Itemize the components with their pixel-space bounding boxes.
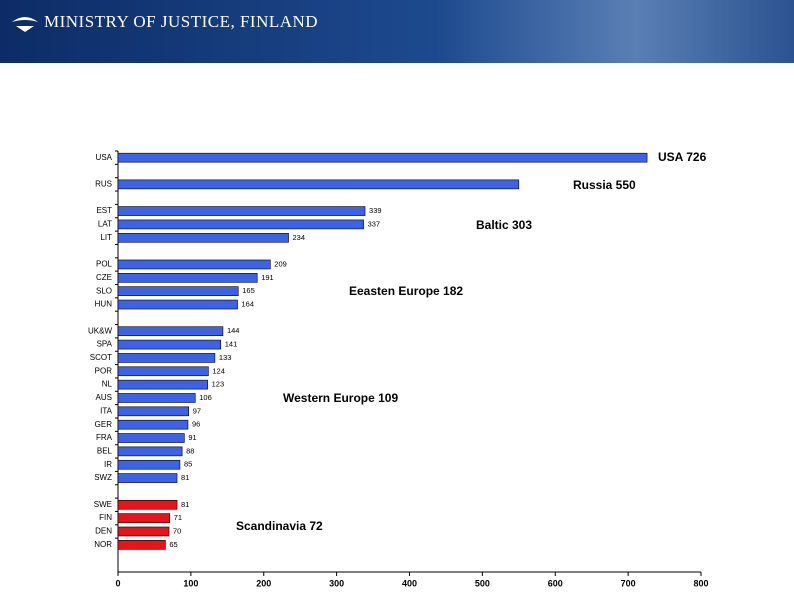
x-tick-label: 300 [329,578,344,588]
bar [117,179,520,190]
y-tick-label: ITA [100,406,113,415]
bar [117,366,209,377]
bar [117,540,166,550]
bar [117,433,185,443]
bar [117,446,183,457]
bar [117,459,181,470]
annotation: Russia 550 [573,178,636,192]
x-tick-label: 500 [475,578,490,588]
bar [117,152,648,163]
value-label: 106 [199,393,212,402]
y-tick-label: DEN [95,527,112,536]
value-label: 191 [261,273,274,282]
x-tick-label: 600 [548,578,563,588]
x-tick-label: 700 [621,578,636,588]
y-tick-label: IR [104,460,112,469]
logo [12,17,38,32]
bar [117,419,189,430]
annotation: Baltic 303 [476,218,532,232]
bar [117,339,222,350]
bar [117,526,170,537]
annotation: USA 726 [658,150,707,164]
header-title: MINISTRY OF JUSTICE, FINLAND [44,12,319,31]
y-tick-label: FRA [96,433,113,442]
y-tick-label: POR [95,366,113,375]
y-tick-label: SPA [97,340,113,349]
value-label: 81 [181,473,189,482]
bar [117,273,258,283]
bar [117,353,216,363]
value-label: 133 [219,353,232,362]
y-tick-label: CZE [96,273,112,282]
y-tick-label: RUS [95,179,112,188]
value-label: 124 [212,366,225,375]
y-tick-label: SWE [94,500,112,509]
value-label: 337 [368,219,381,228]
bar [117,513,171,523]
bar [117,393,196,403]
value-label: 209 [274,259,287,268]
value-label: 234 [293,233,306,242]
y-tick-label: HUN [95,300,113,309]
bar [117,379,208,390]
value-label: 96 [192,420,200,429]
value-label: 165 [242,286,255,295]
bar [117,206,366,216]
value-label: 123 [212,380,225,389]
y-tick-label: GER [95,420,113,429]
y-tick-label: SLO [96,286,112,295]
value-label: 71 [174,513,182,522]
y-tick-label: FIN [99,513,112,522]
bar [117,326,224,337]
bar [117,232,289,243]
bar [117,259,271,270]
x-tick-label: 400 [402,578,417,588]
value-label: 85 [184,460,192,469]
annotation: Scandinavia 72 [236,519,323,533]
value-label: 339 [369,206,382,215]
x-tick-label: 0 [115,578,120,588]
y-tick-label: POL [96,260,113,269]
bar [117,473,178,483]
bar [117,406,189,417]
y-tick-label: LIT [100,233,112,242]
bar [117,219,364,230]
value-label: 141 [225,340,238,349]
bar [117,286,239,296]
value-label: 81 [181,500,189,509]
value-label: 97 [193,406,201,415]
annotation: Western Europe 109 [283,391,398,405]
y-tick-label: LAT [98,220,112,229]
y-tick-label: EST [96,206,112,215]
annotation: Eeasten Europe 182 [349,284,463,298]
value-label: 88 [186,446,194,455]
bar [117,299,238,310]
bar [117,499,178,510]
value-label: 91 [188,433,196,442]
value-label: 164 [242,300,255,309]
y-tick-label: SCOT [90,353,112,362]
y-tick-label: NL [102,380,113,389]
y-tick-label: UK&W [88,326,112,335]
y-tick-label: NOR [94,540,112,549]
x-tick-label: 200 [256,578,271,588]
y-tick-label: AUS [96,393,112,402]
y-tick-label: SWZ [94,473,112,482]
value-label: 144 [227,326,240,335]
header-banner: MINISTRY OF JUSTICE, FINLAND [0,0,794,63]
value-label: 70 [173,526,181,535]
x-tick-label: 100 [183,578,198,588]
x-tick-label: 800 [693,578,708,588]
y-tick-label: BEL [97,446,113,455]
value-label: 65 [169,540,177,549]
y-tick-label: USA [96,153,113,162]
